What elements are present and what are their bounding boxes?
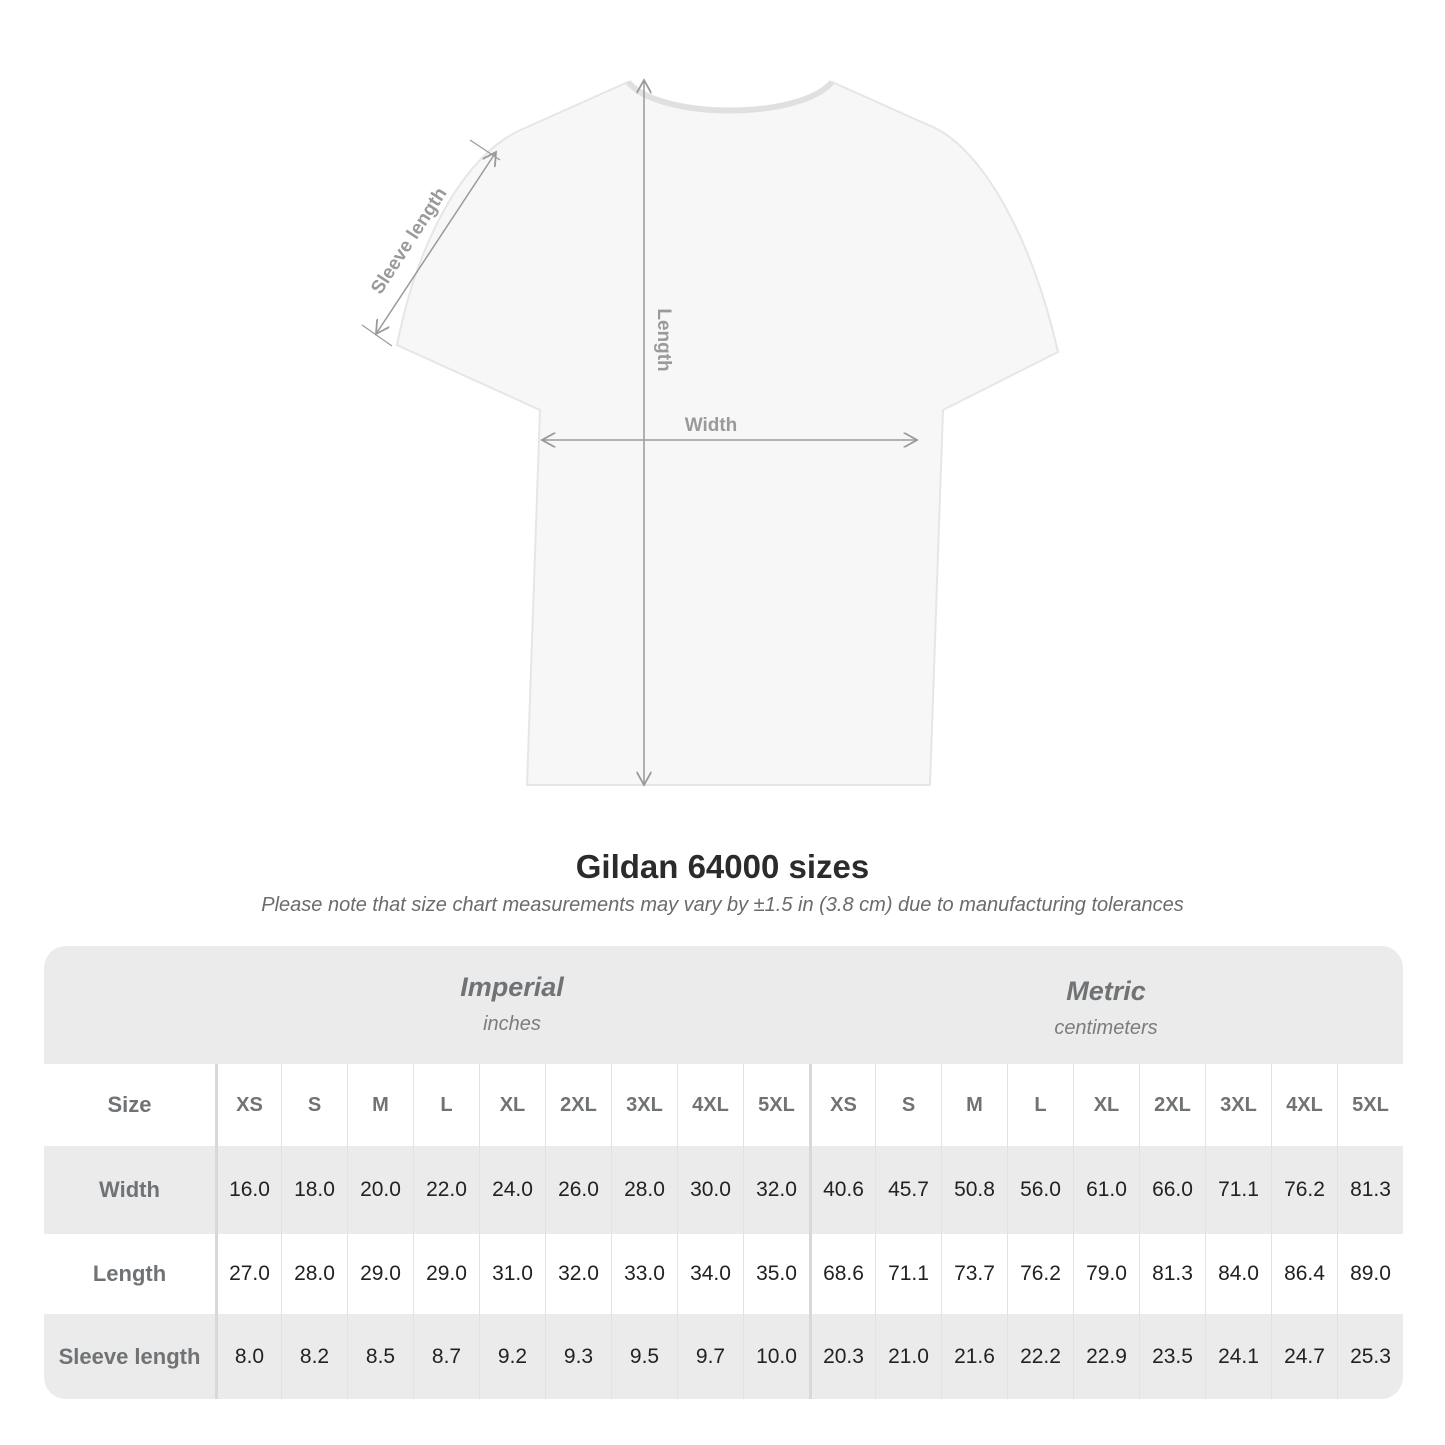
size-metric-header: XL	[1073, 1064, 1139, 1146]
metric-value: 68.6	[809, 1234, 875, 1314]
imperial-value: 9.2	[479, 1314, 545, 1399]
size-metric-header: S	[875, 1064, 941, 1146]
imperial-value: 9.7	[677, 1314, 743, 1399]
size-metric-header: XS	[809, 1064, 875, 1146]
imperial-value: 33.0	[611, 1234, 677, 1314]
metric-value: 76.2	[1007, 1234, 1073, 1314]
size-metric-header: 5XL	[1337, 1064, 1403, 1146]
imperial-value: 16.0	[215, 1146, 281, 1234]
imperial-value: 9.5	[611, 1314, 677, 1399]
table-row: Length 27.0 28.0 29.0 29.0 31.0 32.0 33.0 34.0 35…	[44, 1234, 1403, 1314]
metric-value: 24.1	[1205, 1314, 1271, 1399]
imperial-header: Imperial inches	[215, 946, 809, 1090]
size-metric-header: L	[1007, 1064, 1073, 1146]
metric-value: 79.0	[1073, 1234, 1139, 1314]
size-metric-header: M	[941, 1064, 1007, 1146]
metric-unit: centimeters	[1054, 1017, 1158, 1039]
metric-value: 81.3	[1337, 1146, 1403, 1234]
imperial-value: 34.0	[677, 1234, 743, 1314]
metric-value: 56.0	[1007, 1146, 1073, 1234]
metric-value: 76.2	[1271, 1146, 1337, 1234]
size-imperial-header: XL	[479, 1064, 545, 1146]
imperial-value: 8.2	[281, 1314, 347, 1399]
width-label: Width	[685, 415, 738, 436]
size-imperial-header: L	[413, 1064, 479, 1146]
metric-value: 40.6	[809, 1146, 875, 1234]
metric-value: 73.7	[941, 1234, 1007, 1314]
imperial-value: 28.0	[611, 1146, 677, 1234]
imperial-title: Imperial	[460, 972, 564, 1002]
metric-value: 66.0	[1139, 1146, 1205, 1234]
imperial-value: 8.7	[413, 1314, 479, 1399]
size-imperial-header: 2XL	[545, 1064, 611, 1146]
size-label: Size	[107, 1092, 152, 1117]
imperial-value: 32.0	[743, 1146, 809, 1234]
metric-value: 23.5	[1139, 1314, 1205, 1399]
metric-value: 71.1	[1205, 1146, 1271, 1234]
imperial-value: 30.0	[677, 1146, 743, 1234]
metric-value: 71.1	[875, 1234, 941, 1314]
imperial-value: 8.5	[347, 1314, 413, 1399]
imperial-value: 10.0	[743, 1314, 809, 1399]
metric-value: 21.6	[941, 1314, 1007, 1399]
size-imperial-header: 4XL	[677, 1064, 743, 1146]
imperial-value: 18.0	[281, 1146, 347, 1234]
size-imperial-header: 3XL	[611, 1064, 677, 1146]
imperial-value: 20.0	[347, 1146, 413, 1234]
metric-value: 45.7	[875, 1146, 941, 1234]
tshirt-diagram: Width Length Sleeve length	[361, 0, 1060, 830]
imperial-value: 35.0	[743, 1234, 809, 1314]
imperial-value: 22.0	[413, 1146, 479, 1234]
metric-value: 25.3	[1337, 1314, 1403, 1399]
imperial-value: 26.0	[545, 1146, 611, 1234]
metric-value: 22.2	[1007, 1314, 1073, 1399]
row-label: Length	[92, 1261, 167, 1286]
imperial-value: 24.0	[479, 1146, 545, 1234]
table-row: Width 16.0 18.0 20.0 22.0 24.0 26.0 28.0 30.0 32.…	[44, 1146, 1403, 1234]
metric-value: 84.0	[1205, 1234, 1271, 1314]
length-label: Length	[653, 308, 674, 371]
metric-value: 50.8	[941, 1146, 1007, 1234]
metric-value: 24.7	[1271, 1314, 1337, 1399]
metric-value: 86.4	[1271, 1234, 1337, 1314]
chart-title: Gildan 64000 sizes	[575, 848, 870, 885]
imperial-value: 29.0	[347, 1234, 413, 1314]
metric-value: 81.3	[1139, 1234, 1205, 1314]
size-metric-header: 4XL	[1271, 1064, 1337, 1146]
metric-value: 21.0	[875, 1314, 941, 1399]
tolerance-note: Please note that size chart measurements…	[261, 894, 1184, 916]
metric-header: Metric centimeters	[809, 946, 1403, 1094]
size-header-row: Size XS S M L XL 2XL 3XL 4XL 5XL XS S M L XL 2XL 3XL 4XL 5…	[44, 1064, 1403, 1146]
row-label: Width	[99, 1177, 160, 1202]
imperial-value: 31.0	[479, 1234, 545, 1314]
size-metric-header: 3XL	[1205, 1064, 1271, 1146]
metric-value: 61.0	[1073, 1146, 1139, 1234]
imperial-value: 8.0	[215, 1314, 281, 1399]
imperial-value: 29.0	[413, 1234, 479, 1314]
imperial-value: 9.3	[545, 1314, 611, 1399]
metric-value: 20.3	[809, 1314, 875, 1399]
size-imperial-header: M	[347, 1064, 413, 1146]
size-imperial-header: S	[281, 1064, 347, 1146]
sleeve-arrow	[376, 152, 496, 334]
size-imperial-header: 5XL	[743, 1064, 809, 1146]
size-metric-header: 2XL	[1139, 1064, 1205, 1146]
imperial-value: 32.0	[545, 1234, 611, 1314]
imperial-unit: inches	[483, 1013, 541, 1035]
imperial-value: 28.0	[281, 1234, 347, 1314]
metric-value: 22.9	[1073, 1314, 1139, 1399]
metric-title: Metric	[1066, 976, 1146, 1006]
metric-value: 89.0	[1337, 1234, 1403, 1314]
size-table: Imperial inches Metric centimeters Size X…	[44, 946, 1403, 1399]
size-imperial-header: XS	[215, 1064, 281, 1146]
row-label: Sleeve length	[58, 1343, 201, 1369]
imperial-value: 27.0	[215, 1234, 281, 1314]
table-row: Sleeve length 8.0 8.2 8.5 8.7 9.2 9.3 9.5 9.7 10.…	[44, 1314, 1403, 1399]
